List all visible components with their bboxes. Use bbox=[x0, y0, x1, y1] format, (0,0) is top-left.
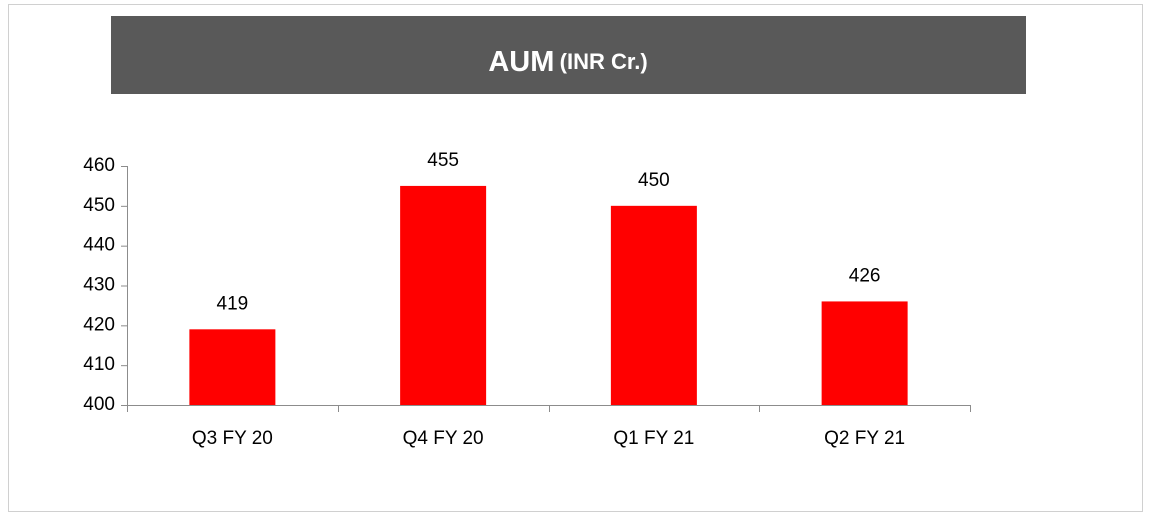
title-banner bbox=[111, 16, 1026, 94]
value-label: 426 bbox=[849, 265, 881, 286]
chart-title-group: AUM (INR Cr.) bbox=[488, 46, 647, 78]
y-tick-label: 460 bbox=[83, 155, 115, 176]
y-tick-label: 400 bbox=[83, 394, 115, 415]
x-tick-label: Q1 FY 21 bbox=[613, 428, 694, 449]
bar bbox=[610, 205, 697, 405]
bar bbox=[189, 329, 276, 405]
x-tick-label: Q4 FY 20 bbox=[403, 428, 484, 449]
bar bbox=[821, 301, 908, 405]
y-tick-label: 410 bbox=[83, 354, 115, 375]
chart-title: AUM bbox=[488, 46, 554, 78]
chart-title-unit: (INR Cr.) bbox=[560, 49, 648, 74]
bar bbox=[400, 185, 487, 405]
x-tick-label: Q2 FY 21 bbox=[824, 428, 905, 449]
value-label: 455 bbox=[427, 150, 459, 171]
x-tick-label: Q3 FY 20 bbox=[192, 428, 273, 449]
value-label: 419 bbox=[217, 293, 249, 314]
y-tick-label: 420 bbox=[83, 314, 115, 335]
y-tick-label: 450 bbox=[83, 195, 115, 216]
value-label: 450 bbox=[638, 170, 670, 191]
y-tick-label: 430 bbox=[83, 275, 115, 296]
y-tick-label: 440 bbox=[83, 235, 115, 256]
